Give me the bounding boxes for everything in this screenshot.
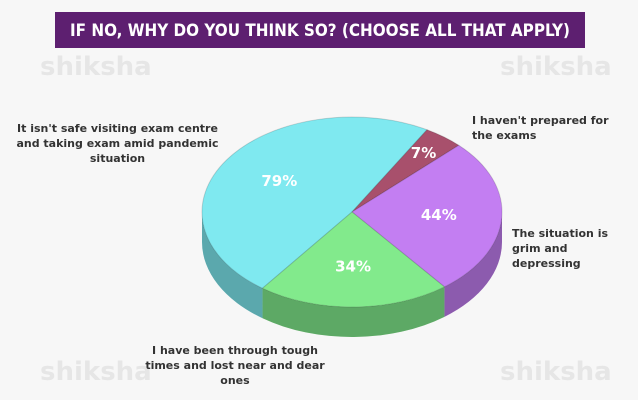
chart-title: IF NO, WHY DO YOU THINK SO? (CHOOSE ALL …	[70, 21, 570, 41]
pie: 79% 7% 44% 34%	[201, 116, 503, 338]
slice	[261, 211, 446, 308]
slice-side-shade	[202, 212, 263, 319]
category-label: I haven't prepared for the exams	[472, 114, 609, 142]
title-banner	[55, 12, 585, 48]
slice	[201, 116, 428, 289]
slice-side	[202, 212, 263, 319]
value-label: 44%	[421, 206, 457, 224]
category-label: I have been through tough times and lost…	[145, 344, 325, 387]
slice-side	[262, 286, 445, 338]
category-label: The situation is grim and depressing	[512, 227, 609, 270]
watermark: shiksha	[500, 52, 612, 82]
category-label: It isn't safe visiting exam centre and t…	[16, 122, 219, 165]
slice-side-shade	[262, 286, 445, 338]
slice	[351, 144, 503, 288]
slice-side-shade	[444, 212, 502, 317]
value-label: 79%	[261, 172, 297, 190]
value-label: 7%	[411, 144, 436, 162]
value-label: 34%	[335, 258, 371, 276]
watermark: shiksha	[40, 52, 152, 82]
watermark: shiksha	[500, 357, 612, 387]
slice	[351, 129, 460, 213]
slice-side	[444, 212, 502, 317]
watermark: shiksha	[40, 357, 152, 387]
